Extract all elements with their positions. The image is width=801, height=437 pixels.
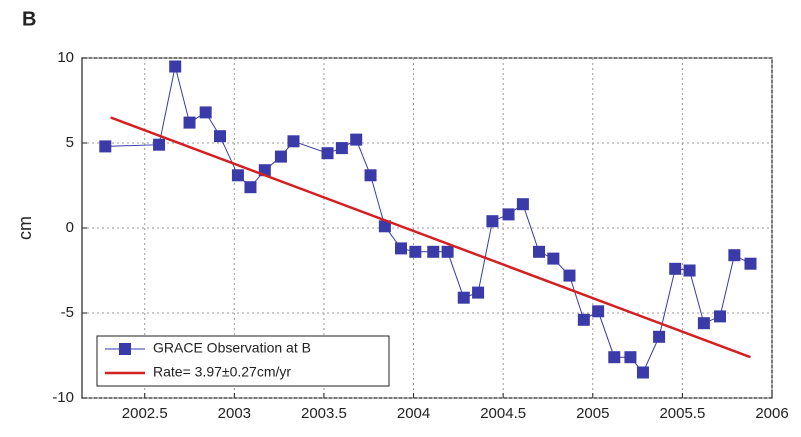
data-point	[669, 262, 682, 275]
data-point	[350, 133, 363, 146]
data-point	[624, 351, 637, 364]
data-point	[169, 60, 182, 73]
data-point	[516, 198, 529, 211]
data-point	[231, 169, 244, 182]
data-point	[427, 245, 440, 258]
data-point	[321, 147, 334, 160]
data-point	[502, 208, 515, 221]
data-point	[409, 245, 422, 258]
data-point	[378, 220, 391, 233]
y-axis-label: cm	[15, 216, 35, 240]
data-point	[636, 366, 649, 379]
data-point	[714, 310, 727, 323]
data-point	[214, 130, 226, 143]
data-point	[99, 140, 112, 153]
data-point	[608, 351, 621, 364]
data-point	[335, 142, 348, 155]
x-tick-label: 2005	[576, 405, 609, 422]
y-tick-label: -10	[52, 389, 74, 406]
data-point	[395, 242, 408, 255]
data-point	[183, 116, 196, 129]
y-tick-label: -5	[61, 304, 74, 321]
x-tick-label: 2003	[218, 405, 251, 422]
data-point	[653, 330, 666, 343]
panel-label: B	[22, 8, 36, 30]
series-line	[105, 66, 751, 374]
data-point	[287, 135, 300, 148]
y-tick-label: 0	[66, 219, 74, 236]
data-point	[244, 181, 257, 194]
data-point	[577, 313, 590, 326]
legend-label: Rate= 3.97±0.27cm/yr	[153, 364, 291, 380]
data-point	[457, 291, 470, 304]
x-tick-label: 2004.5	[480, 405, 526, 422]
data-point	[697, 317, 710, 330]
data-point	[547, 252, 560, 265]
data-point	[744, 257, 757, 270]
y-tick-label: 10	[57, 49, 74, 66]
y-tick-label: 5	[66, 134, 74, 151]
data-point	[683, 264, 696, 277]
data-point	[199, 106, 212, 119]
data-point	[441, 245, 454, 258]
data-point	[153, 138, 166, 151]
data-point	[274, 150, 287, 163]
legend-box	[96, 335, 390, 387]
data-point	[563, 269, 576, 282]
data-point	[472, 286, 485, 299]
legend-marker	[119, 343, 131, 355]
x-tick-label: 2003.5	[301, 405, 347, 422]
data-point	[486, 215, 499, 228]
data-point	[364, 169, 377, 182]
x-tick-label: 2005.5	[659, 405, 705, 422]
x-tick-label: 2002.5	[122, 405, 168, 422]
series-line	[110, 116, 751, 359]
data-point	[728, 249, 741, 262]
data-point	[592, 305, 605, 318]
x-tick-label: 2006	[755, 405, 788, 422]
x-tick-label: 2004	[397, 405, 430, 422]
legend-label: GRACE Observation at B	[153, 340, 311, 356]
data-point	[533, 245, 546, 258]
